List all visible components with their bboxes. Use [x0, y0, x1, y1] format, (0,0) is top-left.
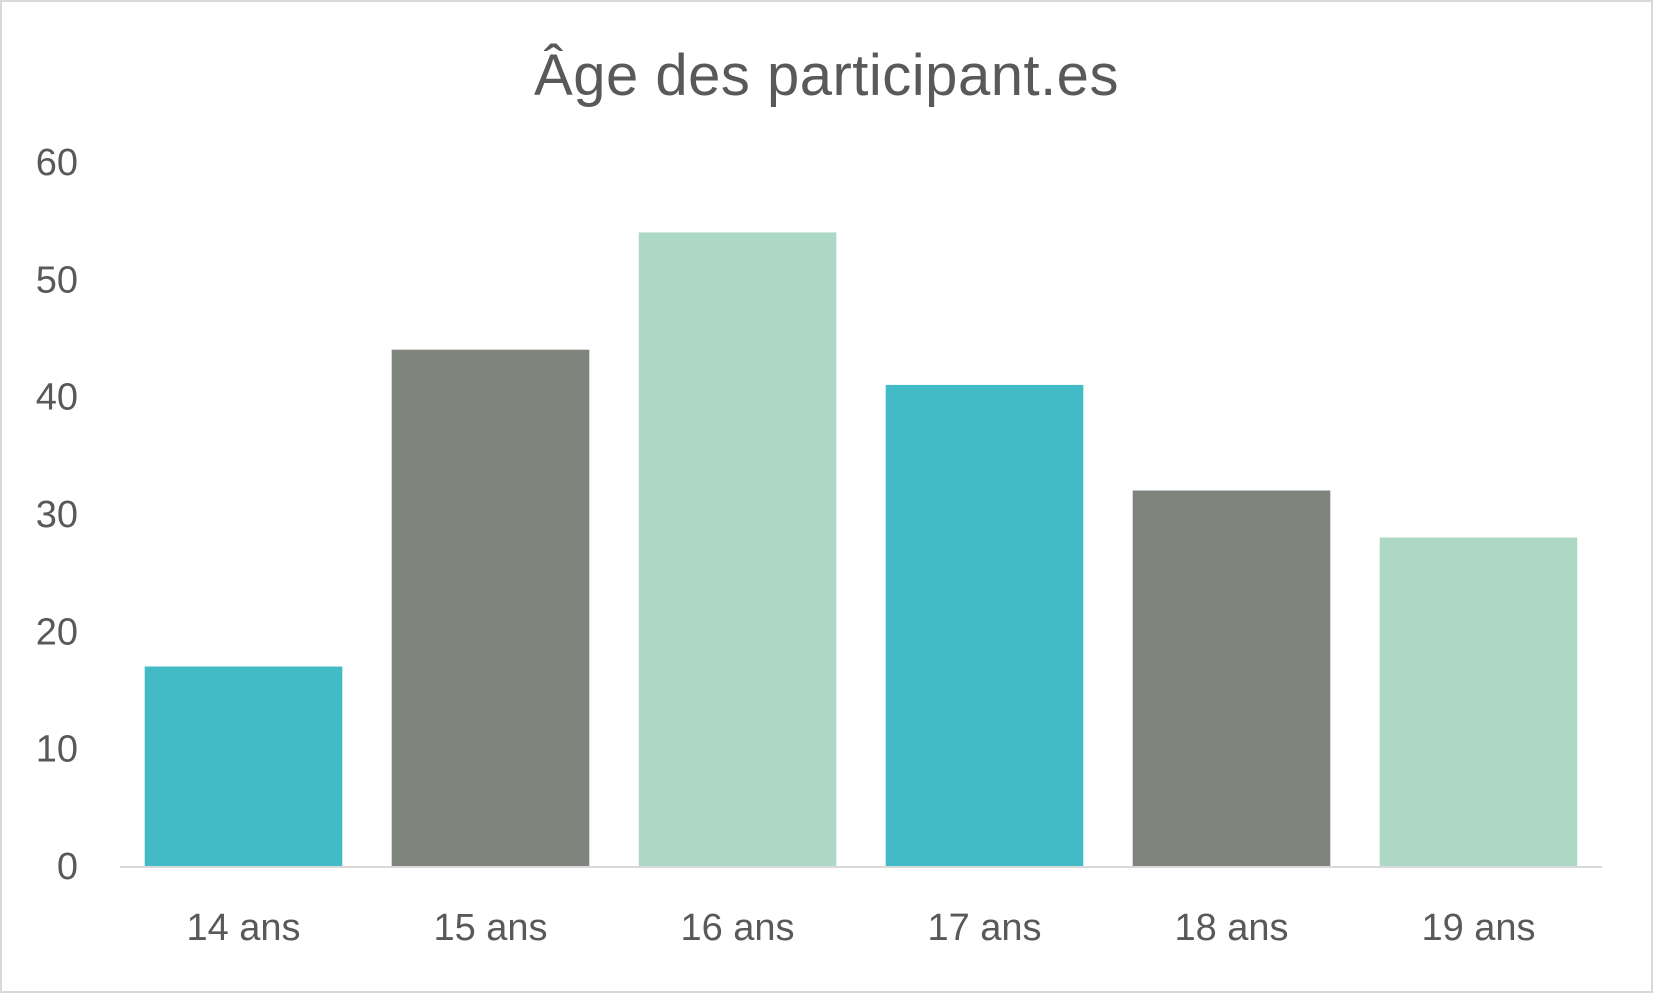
bar-19-ans [1379, 537, 1578, 866]
bar-18-ans [1132, 490, 1331, 866]
y-axis: 0 10 20 30 40 50 60 [36, 142, 78, 888]
chart-title: Âge des participant.es [534, 43, 1119, 108]
x-tick-label: 17 ans [927, 907, 1041, 949]
bar-17-ans [885, 384, 1084, 866]
x-tick-label: 16 ans [680, 907, 794, 949]
y-tick-label: 20 [36, 611, 78, 653]
x-tick-label: 15 ans [433, 907, 547, 949]
bar-16-ans [638, 232, 837, 866]
y-tick-label: 40 [36, 377, 78, 419]
bars-layer [144, 232, 1578, 866]
y-tick-label: 60 [36, 142, 78, 184]
y-tick-label: 0 [57, 846, 78, 888]
bar-14-ans [144, 666, 343, 866]
x-tick-label: 14 ans [186, 907, 300, 949]
x-axis: 14 ans 15 ans 16 ans 17 ans 18 ans 19 ans [186, 907, 1535, 949]
y-tick-label: 50 [36, 259, 78, 301]
bar-15-ans [391, 349, 590, 866]
x-tick-label: 19 ans [1421, 907, 1535, 949]
x-tick-label: 18 ans [1174, 907, 1288, 949]
y-tick-label: 10 [36, 729, 78, 771]
y-tick-label: 30 [36, 494, 78, 536]
